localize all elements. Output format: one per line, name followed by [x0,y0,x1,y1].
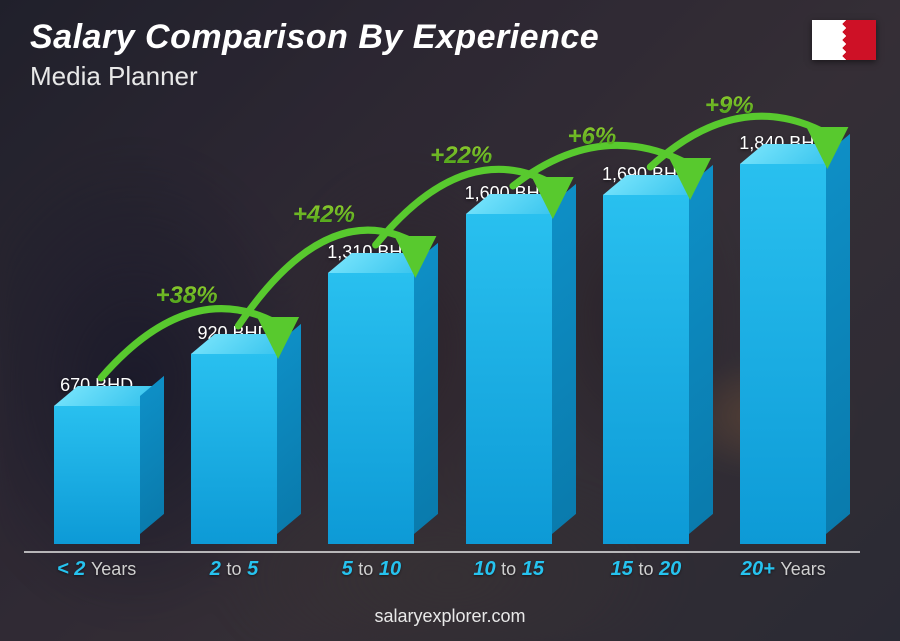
bar-3d [54,406,140,544]
bahrain-flag-icon [812,20,876,60]
x-axis-label: 2 to 5 [210,558,258,581]
bar-3d [191,354,277,544]
growth-percent-label: +42% [293,201,355,229]
footer-credit: salaryexplorer.com [0,606,900,627]
bar-side-face [414,243,438,534]
growth-percent-label: +38% [156,282,218,310]
x-axis-label: 10 to 15 [473,558,544,581]
bar-3d [328,273,414,544]
growth-percent-label: +22% [430,142,492,170]
x-axis-label: < 2 Years [57,558,136,581]
bar-column: 670 BHD < 2 Years [40,375,153,581]
bar-3d [603,195,689,544]
bar-side-face [140,376,164,534]
flag-white-band [812,20,838,60]
bar-front-face [328,273,414,544]
bar-side-face [826,134,850,534]
bar-3d [740,164,826,544]
x-axis-label: 20+ Years [741,558,826,581]
x-axis-label: 5 to 10 [342,558,402,581]
bar-front-face [466,214,552,544]
chart-header: Salary Comparison By Experience Media Pl… [30,18,599,92]
bar-side-face [689,165,713,534]
x-axis-label: 15 to 20 [611,558,682,581]
chart-title: Salary Comparison By Experience [30,18,599,57]
bar-column: 1,600 BHD 10 to 15 [452,183,565,581]
bar-side-face [277,324,301,534]
bar-column: 920 BHD 2 to 5 [177,323,290,581]
bar-front-face [740,164,826,544]
bar-side-face [552,184,576,534]
bar-front-face [54,406,140,544]
bar-front-face [603,195,689,544]
bar-column: 1,310 BHD 5 to 10 [315,242,428,581]
chart-subtitle: Media Planner [30,61,599,92]
bar-chart: 670 BHD < 2 Years 920 BHD 2 to 5 1,310 B… [40,101,840,581]
bar-front-face [191,354,277,544]
bar-3d [466,214,552,544]
growth-percent-label: +6% [568,123,617,151]
bar-column: 1,840 BHD 20+ Years [727,133,840,581]
bar-column: 1,690 BHD 15 to 20 [589,164,702,581]
